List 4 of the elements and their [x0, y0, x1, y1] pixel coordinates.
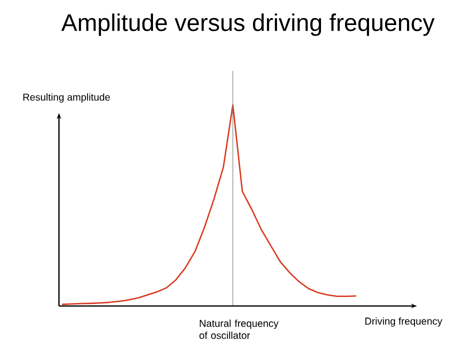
- y-axis-title: Resulting amplitude: [23, 93, 110, 103]
- x-axis-title: Driving frequency: [365, 317, 442, 327]
- text: Natural frequency of oscillator: [199, 320, 278, 339]
- chart-title: Amplitude versus driving frequency: [61, 14, 435, 36]
